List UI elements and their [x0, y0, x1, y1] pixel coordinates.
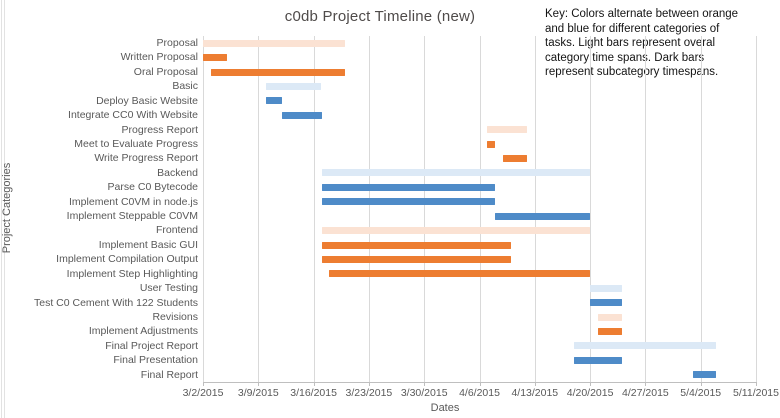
task-bar: [590, 299, 622, 307]
task-label: Final Report: [140, 368, 198, 381]
tick-mark: [534, 382, 536, 386]
task-bar: [487, 126, 527, 134]
tick-mark: [258, 382, 260, 386]
key-note-line: and blue for different categories of: [545, 22, 720, 35]
task-label: Implement Compilation Output: [56, 253, 198, 266]
task-bar: [503, 155, 527, 163]
task-bar: [495, 212, 591, 220]
tick-mark: [756, 382, 757, 386]
gridline: [534, 36, 536, 382]
task-label: Integrate CC0 With Website: [68, 109, 198, 122]
task-bar: [321, 169, 591, 177]
window-edge-line: [1, 0, 2, 418]
task-bar: [321, 255, 512, 263]
task-label: Oral Proposal: [133, 65, 198, 78]
task-label: Final Project Report: [105, 339, 198, 352]
tick-mark: [645, 382, 647, 386]
x-axis-title: Dates: [430, 402, 460, 414]
task-label: Implement C0VM in node.js: [69, 195, 198, 208]
task-label: Implement Step Highlighting: [66, 267, 198, 280]
task-label: Implement Basic GUI: [98, 238, 198, 251]
task-label: User Testing: [139, 282, 198, 295]
tick-mark: [313, 382, 315, 386]
task-label: Write Progress Report: [94, 152, 198, 165]
tick-mark: [203, 382, 204, 386]
task-bar: [321, 241, 512, 249]
task-label: Implement Adjustments: [88, 325, 198, 338]
tick-mark: [479, 382, 481, 386]
key-note-line: category time spans. Dark bars: [545, 51, 705, 64]
task-bar: [574, 342, 717, 350]
key-note-line: represent subcategory timespans.: [545, 66, 719, 79]
key-note-line: tasks. Light bars represent overal: [545, 37, 716, 50]
gridline: [756, 36, 757, 382]
task-bar: [321, 227, 591, 235]
window-edge-line: [4, 0, 5, 418]
task-label: Deploy Basic Website: [96, 94, 198, 107]
task-label: Basic: [172, 80, 198, 93]
task-label: Implement Steppable C0VM: [66, 210, 198, 222]
task-bar: [203, 39, 346, 47]
tick-mark: [368, 382, 370, 386]
key-note: Key: Colors alternate between orange and …: [545, 7, 777, 80]
x-tick-label: 4/27/2015: [622, 387, 669, 399]
task-bar: [590, 284, 622, 292]
x-tick-label: 3/9/2015: [237, 387, 279, 399]
task-label: Proposal: [156, 37, 198, 49]
gridline: [590, 36, 592, 382]
gridline: [368, 36, 370, 382]
gridline: [258, 36, 260, 382]
task-bar: [321, 183, 496, 191]
x-tick-label: 5/11/2015: [733, 387, 779, 399]
tick-mark: [700, 382, 702, 386]
task-bar: [321, 198, 496, 206]
task-label: Backend: [157, 166, 198, 179]
y-axis-title: Project Categories: [1, 162, 13, 254]
x-tick-label: 4/6/2015: [459, 387, 500, 399]
task-bar: [210, 68, 346, 76]
task-bar: [203, 54, 227, 62]
x-tick-label: 3/23/2015: [345, 387, 393, 399]
x-tick-label: 4/13/2015: [511, 387, 559, 399]
task-bar: [266, 82, 322, 90]
gridline: [313, 36, 315, 382]
task-label: Meet to Evaluate Progress: [74, 137, 198, 150]
task-label: Written Proposal: [120, 51, 198, 64]
task-bar: [487, 140, 496, 148]
tick-mark: [424, 382, 426, 386]
tick-mark: [590, 382, 592, 386]
task-label: Parse C0 Bytecode: [107, 181, 198, 194]
task-bar: [266, 97, 282, 105]
x-tick-label: 3/16/2015: [290, 387, 337, 399]
task-label: Progress Report: [121, 123, 198, 136]
x-tick-label: 3/2/2015: [182, 387, 224, 399]
gridline: [645, 36, 647, 382]
chart-title: c0db Project Timeline (new): [284, 8, 476, 25]
task-bar: [574, 356, 622, 364]
task-label: Final Presentation: [113, 354, 198, 367]
task-label: Revisions: [152, 310, 198, 323]
gridline: [479, 36, 481, 382]
x-tick-label: 5/4/2015: [680, 387, 722, 399]
task-bar: [692, 371, 717, 379]
key-note-line: Key: Colors alternate between orange: [545, 8, 739, 20]
gridline: [203, 36, 204, 382]
task-label: Frontend: [155, 224, 198, 237]
plot-area: [203, 36, 757, 382]
task-label: Test C0 Cement With 122 Students: [34, 296, 198, 309]
gridline: [700, 36, 702, 382]
task-bar: [598, 328, 622, 336]
x-tick-label: 3/30/2015: [400, 387, 448, 399]
task-bar: [282, 111, 322, 119]
gridline: [424, 36, 426, 382]
task-bar: [598, 313, 622, 321]
task-bar: [329, 270, 591, 278]
x-tick-label: 4/20/2015: [566, 387, 614, 399]
